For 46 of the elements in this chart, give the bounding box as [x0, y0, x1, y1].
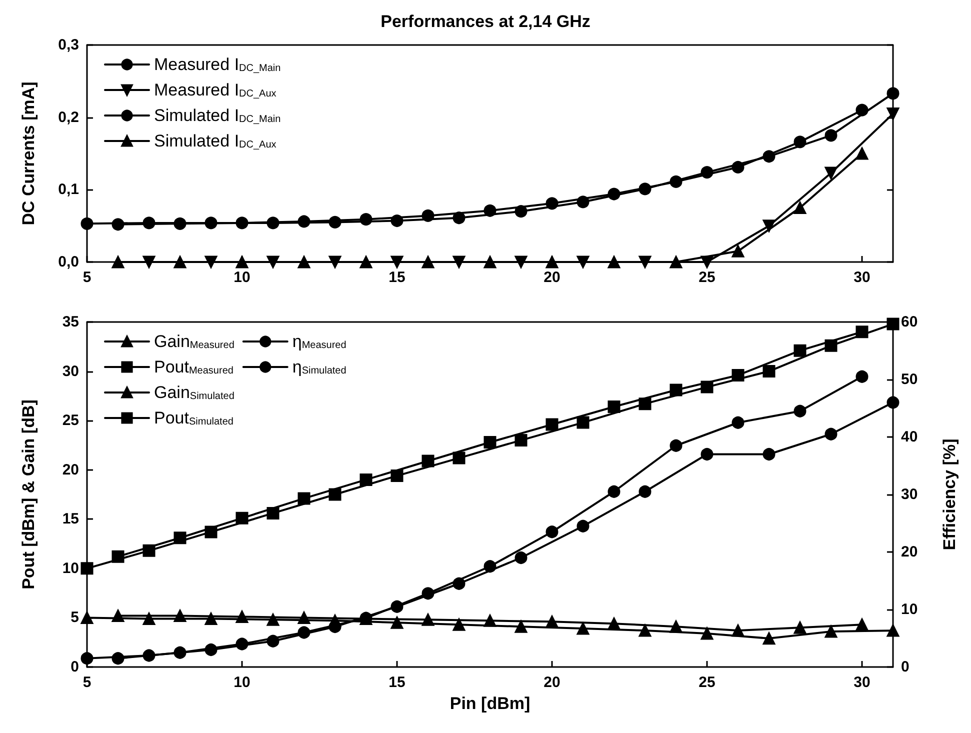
legend-label: ηMeasured [292, 332, 346, 351]
y2-tick-label: 40 [901, 428, 918, 446]
y-axis-title: DC Currents [mA] [19, 82, 38, 226]
y2-axis-title: Efficiency [%] [940, 438, 959, 550]
legend-label: PoutMeasured [154, 358, 234, 376]
x-tick-label: 5 [82, 269, 92, 286]
x-axis-title: Pin [dBm] [450, 694, 530, 713]
legend-label: Measured IDC_Aux [154, 80, 276, 100]
y-tick-label: 25 [62, 412, 79, 430]
y-tick-label: 0,0 [58, 254, 79, 270]
y-tick-label: 15 [62, 510, 79, 528]
y-axis-title: Pout [dBm] & Gain [dB] [19, 400, 38, 590]
y2-tick-label: 20 [901, 544, 918, 560]
x-tick-label: 30 [854, 674, 870, 691]
legend-label: PoutSimulated [154, 408, 234, 428]
y-tick-label: 0 [70, 658, 79, 676]
y-tick-label: 5 [70, 609, 79, 626]
y2-tick-label: 50 [901, 371, 918, 388]
y2-tick-label: 0 [901, 658, 910, 676]
chart-title: Performances at 2,14 GHz [380, 12, 590, 31]
x-tick-label: 20 [544, 269, 560, 286]
legend-label: ηSimulated [292, 358, 346, 376]
y-tick-label: 0,2 [58, 108, 79, 126]
y-tick-label: 0,3 [58, 36, 79, 54]
y2-tick-label: 60 [901, 314, 918, 330]
legend-label: GainMeasured [154, 332, 234, 351]
x-tick-label: 10 [234, 674, 250, 691]
legend-label: Simulated IDC_Aux [154, 132, 276, 150]
y-tick-label: 30 [62, 362, 79, 380]
y2-tick-label: 30 [901, 486, 918, 503]
legend-label: Measured IDC_Main [154, 55, 281, 74]
x-tick-label: 25 [698, 269, 716, 286]
y-tick-label: 0,1 [58, 181, 79, 198]
y-tick-label: 35 [62, 314, 79, 330]
x-tick-label: 10 [234, 269, 250, 286]
legend-label: Simulated IDC_Main [154, 106, 281, 125]
x-tick-label: 30 [854, 269, 870, 286]
x-tick-label: 5 [82, 674, 92, 691]
x-tick-label: 20 [544, 674, 560, 691]
y-tick-label: 20 [62, 461, 79, 478]
legend-label: GainSimulated [154, 383, 234, 402]
x-tick-label: 15 [388, 674, 406, 691]
y2-tick-label: 10 [901, 601, 918, 618]
y-tick-label: 10 [62, 560, 79, 577]
x-tick-label: 25 [698, 674, 716, 691]
x-tick-label: 15 [388, 269, 406, 286]
